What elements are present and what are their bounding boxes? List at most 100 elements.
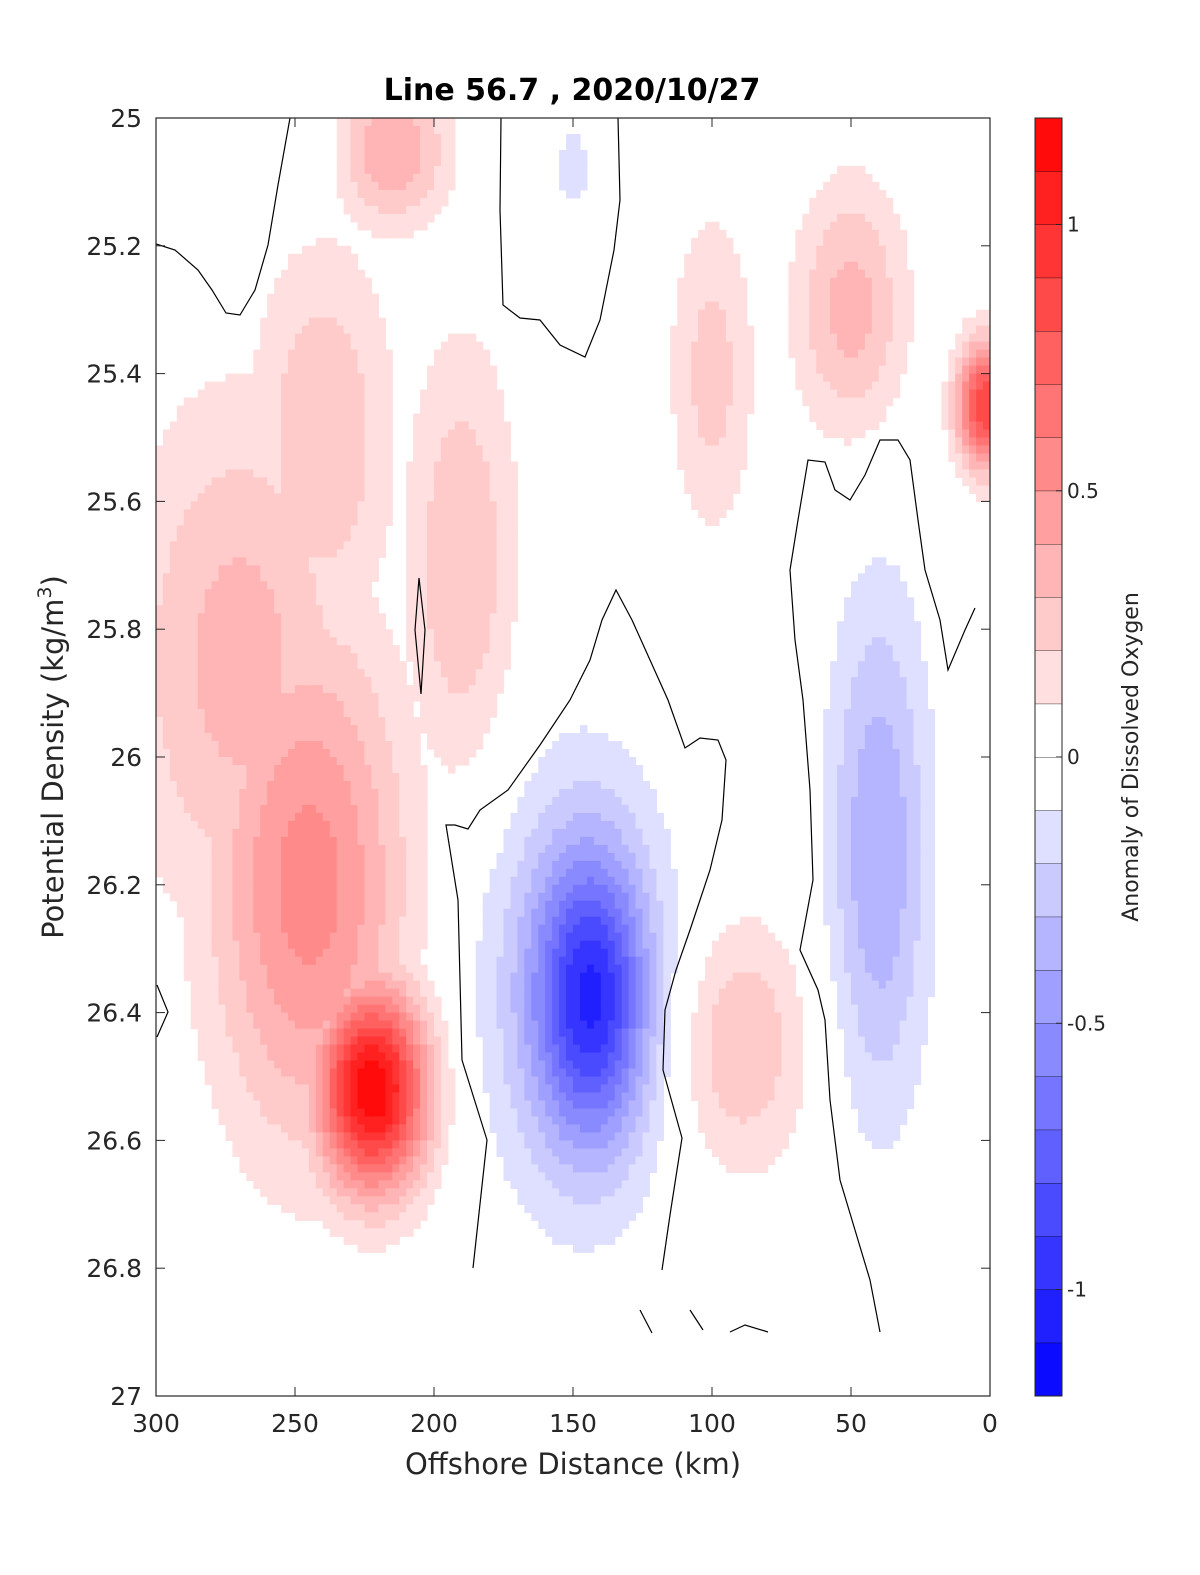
contour-cell — [336, 1068, 345, 1078]
contour-cell — [440, 1148, 449, 1157]
contour-cell — [440, 749, 449, 758]
contour-cell — [454, 653, 463, 662]
contour-cell — [399, 1196, 407, 1205]
contour-cell — [343, 972, 352, 982]
contour-cell — [204, 405, 213, 415]
contour-cell — [392, 980, 400, 990]
contour-cell — [295, 445, 303, 455]
contour-cell — [211, 780, 220, 790]
contour-cell — [336, 541, 345, 550]
contour-cell — [336, 908, 345, 918]
contour-cell — [225, 980, 234, 990]
contour-cell — [364, 772, 373, 782]
contour-cell — [420, 900, 428, 910]
contour-cell — [211, 733, 220, 742]
contour-cell — [378, 221, 386, 231]
contour-cell — [281, 693, 289, 702]
contour-cell — [336, 637, 345, 646]
contour-cell — [315, 772, 324, 782]
contour-cell — [301, 924, 310, 934]
contour-cell — [315, 749, 324, 758]
contour-cell — [427, 1156, 435, 1165]
contour-cell — [315, 1084, 324, 1094]
contour-cell — [392, 908, 400, 918]
contour-cell — [371, 780, 379, 790]
contour-cell — [392, 133, 400, 143]
contour-cell — [385, 844, 393, 854]
contour-cell — [218, 924, 227, 934]
contour-cell — [190, 820, 199, 830]
contour-cell — [427, 445, 435, 455]
contour-cell — [190, 924, 199, 934]
contour-cell — [288, 653, 296, 662]
contour-cell — [204, 413, 213, 423]
contour-cell — [281, 725, 289, 734]
contour-cell — [454, 605, 463, 614]
contour-cell — [211, 1020, 220, 1030]
contour-cell — [274, 1148, 282, 1157]
contour-cell — [169, 749, 178, 758]
contour-cell — [295, 924, 303, 934]
contour-cell — [253, 996, 261, 1006]
contour-cell — [281, 1028, 289, 1038]
contour-cell — [461, 437, 470, 447]
contour-cell — [225, 948, 234, 958]
contour-cell — [308, 677, 317, 686]
contour-cell — [378, 349, 386, 359]
contour-cell — [301, 525, 310, 534]
contour-cell — [336, 613, 345, 622]
contour-cell — [364, 661, 373, 670]
contour-cell — [378, 477, 386, 487]
contour-cell — [503, 1052, 512, 1062]
contour-cell — [225, 493, 234, 502]
contour-cell — [267, 613, 275, 622]
contour-cell — [295, 764, 303, 774]
contour-cell — [371, 365, 379, 375]
contour-cell — [392, 764, 400, 774]
contour-cell — [281, 1156, 289, 1165]
contour-cell — [246, 717, 254, 726]
contour-cell — [350, 277, 359, 287]
contour-cell — [225, 1036, 234, 1046]
contour-cell — [225, 557, 234, 566]
contour-cell — [218, 477, 227, 487]
contour-cell — [274, 485, 282, 495]
contour-cell — [274, 453, 282, 463]
contour-cell — [434, 581, 442, 590]
contour-cell — [295, 525, 303, 534]
contour-cell — [357, 349, 366, 359]
contour-cell — [482, 1052, 491, 1062]
contour-cell — [447, 1084, 456, 1094]
contour-cell — [350, 996, 359, 1006]
contour-cell — [371, 1172, 379, 1181]
contour-cell — [378, 509, 386, 518]
contour-cell — [378, 189, 386, 199]
contour-cell — [489, 597, 498, 606]
contour-cell — [427, 437, 435, 447]
contour-cell — [406, 621, 414, 630]
contour-cell — [183, 645, 192, 654]
contour-cell — [267, 948, 275, 958]
contour-cell — [427, 605, 435, 614]
contour-cell — [406, 1132, 414, 1141]
contour-cell — [378, 709, 386, 718]
contour-cell — [211, 956, 220, 966]
contour-cell — [274, 924, 282, 934]
contour-cell — [350, 301, 359, 311]
contour-cell — [225, 429, 234, 439]
contour-cell — [434, 1052, 442, 1062]
contour-cell — [496, 445, 505, 455]
contour-cell — [364, 836, 373, 846]
contour-cell — [357, 277, 366, 287]
anomaly-contour-fill — [156, 118, 990, 1253]
contour-cell — [420, 118, 428, 127]
contour-cell — [308, 317, 317, 327]
contour-cell — [308, 589, 317, 598]
contour-cell — [232, 741, 240, 750]
contour-cell — [308, 477, 317, 487]
contour-cell — [162, 828, 171, 838]
contour-cell — [329, 900, 338, 910]
contour-cell — [176, 820, 185, 830]
contour-cell — [288, 357, 296, 367]
contour-cell — [350, 1004, 359, 1014]
